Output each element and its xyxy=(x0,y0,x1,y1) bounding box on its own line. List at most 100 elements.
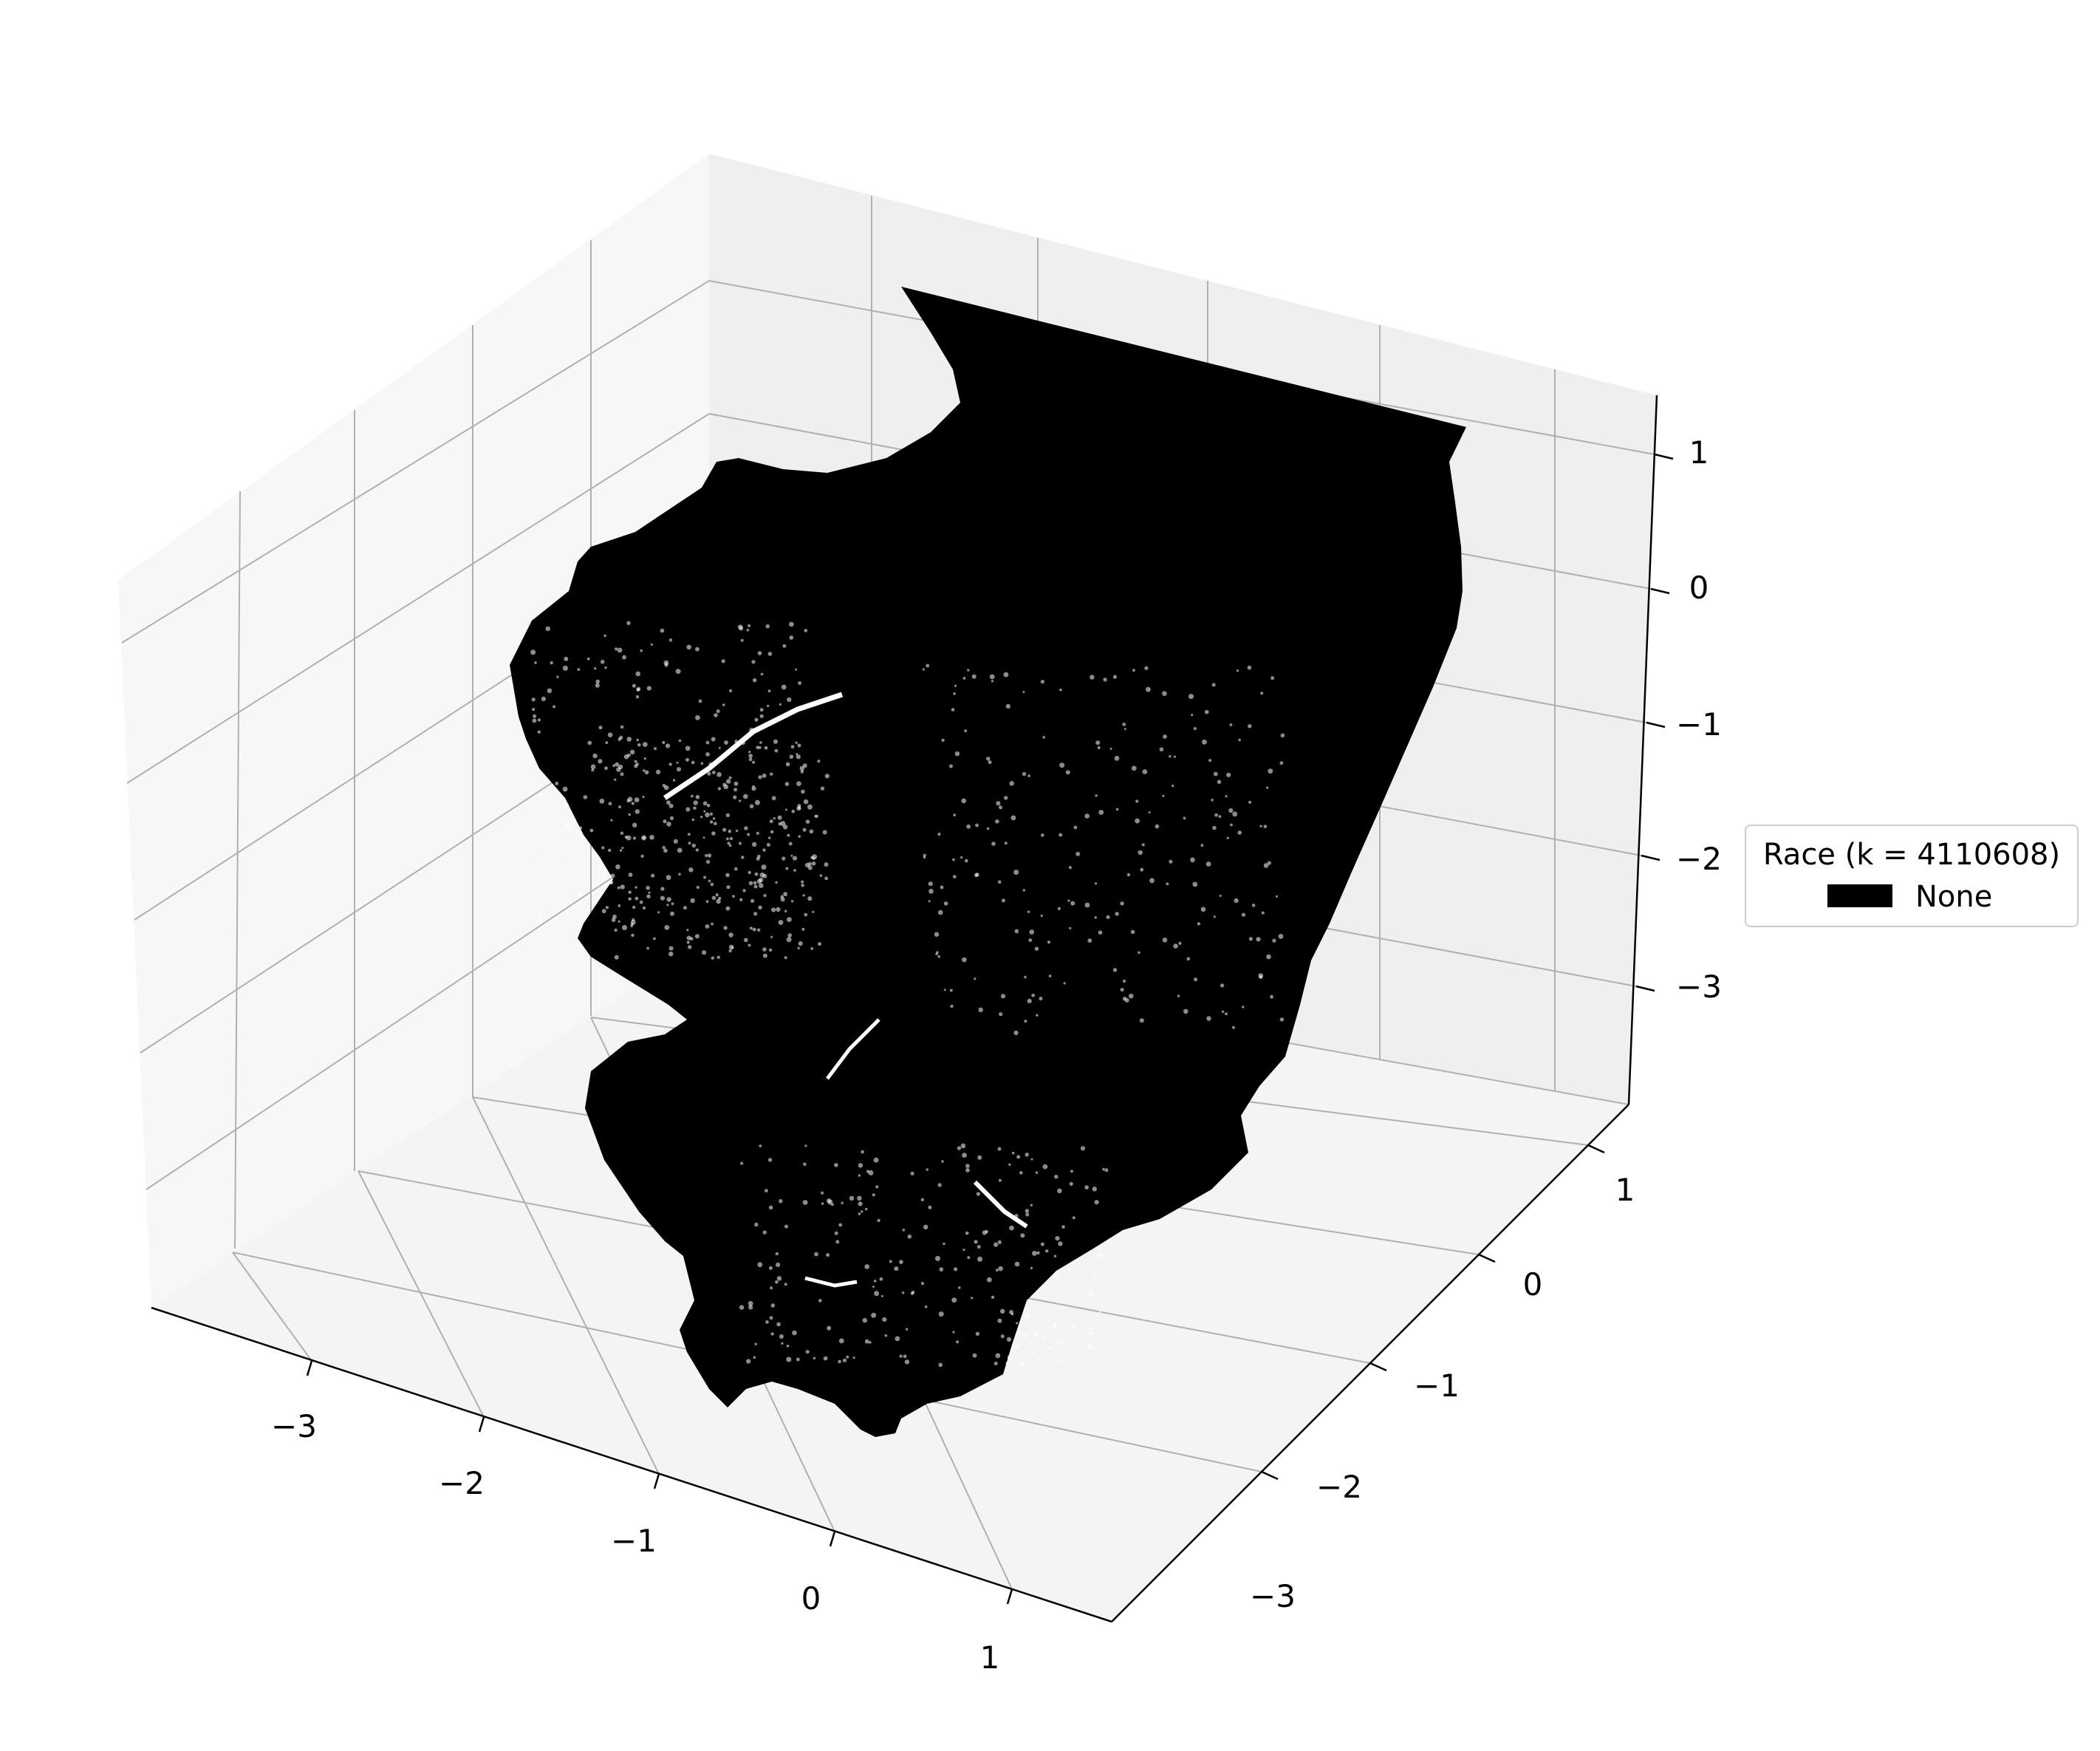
scatter-point-gap xyxy=(937,909,943,915)
scatter-point-gap xyxy=(1031,993,1036,997)
scatter-point-gap xyxy=(666,904,669,907)
scatter-point-gap xyxy=(862,1317,868,1323)
scatter-point-gap xyxy=(974,873,979,878)
scatter-point-gap xyxy=(894,1266,899,1272)
scatter-point-gap xyxy=(993,1362,998,1365)
scatter-point-gap xyxy=(1220,983,1225,988)
z-tick-mark xyxy=(1635,985,1655,992)
x-tick-mark xyxy=(306,1360,313,1376)
scatter-point-gap xyxy=(1155,824,1160,829)
scatter-point-gap xyxy=(1093,1263,1096,1266)
scatter-point-gap xyxy=(1013,1214,1019,1218)
scatter-point-gap xyxy=(632,905,636,909)
scatter-point-gap xyxy=(1036,1014,1039,1017)
scatter-point-gap xyxy=(1146,686,1151,692)
scatter-point-gap xyxy=(1217,779,1222,785)
scatter-point-gap xyxy=(668,803,674,808)
scatter-point-gap xyxy=(1000,1334,1005,1339)
scatter-point-gap xyxy=(795,741,798,744)
x-tick-label: 1 xyxy=(980,1639,1000,1676)
scatter-point-gap xyxy=(1138,850,1143,856)
scatter-point-gap xyxy=(1178,941,1182,945)
scatter-point-gap xyxy=(666,800,671,805)
scatter-point-gap xyxy=(788,842,793,846)
scatter-point-gap xyxy=(781,684,787,690)
scatter-point-gap xyxy=(687,833,691,836)
scatter-point-gap xyxy=(757,651,762,655)
scatter-point-gap xyxy=(567,827,572,833)
scatter-point-gap xyxy=(685,807,691,812)
scatter-point-gap xyxy=(759,714,764,718)
scatter-point-gap xyxy=(1011,1151,1015,1155)
scatter-point-gap xyxy=(643,769,646,772)
x-tick-mark xyxy=(478,1416,485,1433)
scatter-point-gap xyxy=(817,760,821,763)
scatter-point-gap xyxy=(1197,922,1201,926)
scatter-point-gap xyxy=(838,1338,844,1344)
scatter-point-gap xyxy=(796,1357,800,1362)
scatter-point-gap xyxy=(1241,912,1246,917)
scatter-point-gap xyxy=(725,906,731,911)
scatter-point-gap xyxy=(889,1260,892,1263)
scatter-point-gap xyxy=(786,1345,790,1348)
scatter-point-gap xyxy=(951,708,955,711)
scatter-point-gap xyxy=(1016,1155,1021,1159)
scatter-point-gap xyxy=(1013,870,1019,876)
scatter-point-gap xyxy=(1126,873,1131,877)
scatter-point-gap xyxy=(688,867,694,873)
scatter-point-gap xyxy=(1045,1249,1049,1253)
scatter-point-gap xyxy=(1272,938,1276,943)
scatter-point-gap xyxy=(621,847,624,850)
scatter-point-gap xyxy=(1040,1242,1044,1246)
scatter-point-gap xyxy=(1228,808,1234,813)
scatter-point-gap xyxy=(734,867,738,871)
scatter-point-gap xyxy=(1248,724,1252,728)
scatter-point-gap xyxy=(532,718,537,723)
scatter-point-gap xyxy=(614,955,619,960)
scatter-point-gap xyxy=(1130,929,1135,935)
scatter-point-gap xyxy=(1019,1330,1022,1334)
scatter-point-gap xyxy=(1225,795,1228,798)
scatter-point-gap xyxy=(995,1353,1001,1359)
scatter-point-gap xyxy=(777,815,782,820)
scatter-point-gap xyxy=(1013,1030,1019,1036)
scatter-point-gap xyxy=(784,808,787,811)
scatter-point-gap xyxy=(1213,915,1216,918)
scatter-point-gap xyxy=(733,788,738,792)
scatter-point-gap xyxy=(564,823,570,828)
z-tick-mark xyxy=(1641,854,1660,861)
scatter-point-gap xyxy=(629,749,635,755)
scatter-point-gap xyxy=(1025,1212,1030,1217)
scatter-point-gap xyxy=(819,874,823,877)
scatter-point-gap xyxy=(1094,1200,1099,1205)
scatter-point-gap xyxy=(707,771,711,776)
scatter-point-gap xyxy=(1020,1233,1025,1238)
scatter-point-gap xyxy=(1214,813,1218,817)
scatter-point-gap xyxy=(758,775,762,779)
scatter-point-gap xyxy=(1259,975,1263,980)
scatter-point-gap xyxy=(798,941,803,946)
scatter-point-gap xyxy=(726,837,729,841)
scatter-point-gap xyxy=(924,1305,928,1308)
scatter-point-gap xyxy=(1084,902,1090,908)
scatter-point-gap xyxy=(1278,934,1284,939)
scatter-point-gap xyxy=(807,896,813,901)
scatter-point-gap xyxy=(1098,1311,1101,1314)
scatter-point-gap xyxy=(966,824,971,829)
scatter-point-gap xyxy=(935,1255,940,1261)
scatter-point-gap xyxy=(1025,1313,1030,1318)
scatter-point-gap xyxy=(740,740,745,745)
scatter-point-gap xyxy=(1169,859,1173,864)
scatter-point-gap xyxy=(603,634,606,638)
scatter-point-gap xyxy=(683,906,687,910)
scatter-point-gap xyxy=(954,751,960,757)
scatter-point-gap xyxy=(761,864,767,870)
scatter-point-gap xyxy=(1267,861,1271,865)
scatter-point-gap xyxy=(780,821,786,827)
scatter-point-gap xyxy=(1087,1325,1092,1330)
scatter-point-gap xyxy=(1009,1225,1014,1231)
scatter-point-gap xyxy=(728,949,732,953)
scatter-point-gap xyxy=(756,856,760,861)
scatter-point-gap xyxy=(1193,727,1197,731)
scatter-point-gap xyxy=(759,872,765,878)
